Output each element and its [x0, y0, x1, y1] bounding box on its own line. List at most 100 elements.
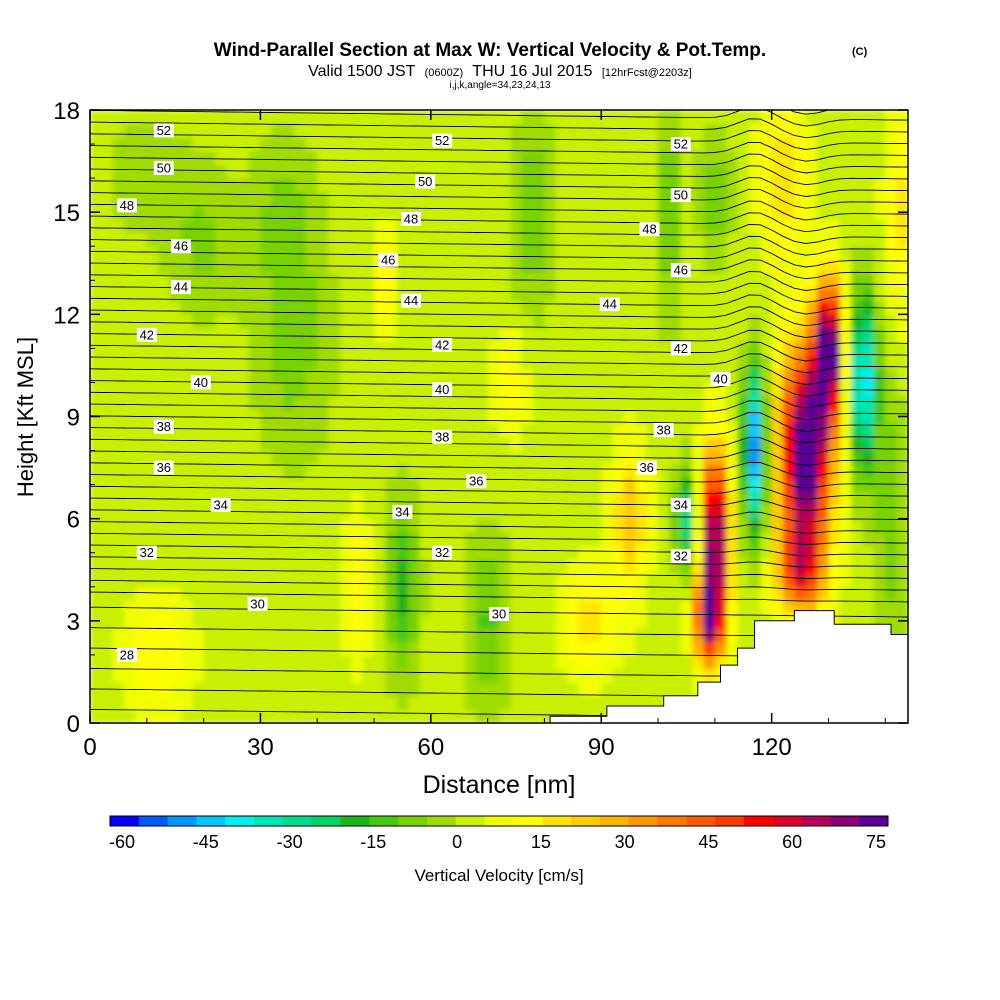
velocity-cell [555, 600, 568, 615]
velocity-cell [896, 328, 908, 343]
velocity-cell [442, 110, 455, 125]
velocity-cell [612, 382, 625, 397]
velocity-cell [419, 355, 432, 370]
velocity-cell [794, 532, 807, 547]
velocity-cell [226, 191, 239, 206]
velocity-cell [680, 314, 693, 329]
velocity-cell [226, 614, 239, 629]
velocity-cell [555, 586, 568, 601]
velocity-cell [237, 232, 250, 247]
velocity-cell [317, 668, 330, 683]
velocity-cell [419, 300, 432, 315]
velocity-cell [635, 273, 648, 288]
velocity-cell [544, 205, 557, 220]
velocity-cell [760, 450, 773, 465]
velocity-cell [328, 464, 341, 479]
colorbar-swatch [110, 816, 140, 826]
velocity-cell [646, 164, 659, 179]
velocity-cell [487, 682, 500, 697]
velocity-cell [555, 287, 568, 302]
velocity-cell [828, 205, 841, 220]
velocity-cell [862, 219, 875, 234]
theta-label-box [489, 607, 509, 621]
velocity-cell [146, 178, 159, 193]
velocity-cell [464, 450, 477, 465]
velocity-cell [817, 287, 830, 302]
velocity-cell [805, 355, 818, 370]
velocity-cell [158, 287, 171, 302]
velocity-cell [362, 273, 375, 288]
velocity-cell [260, 137, 273, 152]
velocity-cell [305, 396, 318, 411]
velocity-cell [237, 164, 250, 179]
velocity-cell [328, 695, 341, 710]
velocity-cell [555, 246, 568, 261]
velocity-cell [510, 518, 523, 533]
velocity-cell [783, 423, 795, 438]
velocity-cell [158, 477, 171, 492]
velocity-cell [271, 573, 284, 588]
velocity-cell [692, 123, 705, 138]
velocity-cell [839, 545, 852, 561]
velocity-cell [260, 423, 273, 438]
velocity-cell [249, 368, 262, 383]
velocity-cell [203, 654, 216, 670]
velocity-cell [249, 709, 262, 723]
velocity-cell [817, 246, 830, 261]
chart-subtitle: Valid 1500 JST (0600Z) THU 16 Jul 2015 [… [308, 63, 692, 80]
velocity-cell [260, 709, 273, 723]
velocity-cell [612, 341, 625, 356]
velocity-cell [862, 137, 875, 152]
velocity-cell [237, 314, 250, 329]
velocity-cell [487, 137, 500, 152]
velocity-cell [419, 368, 432, 383]
velocity-cell [124, 668, 137, 683]
velocity-cell [533, 164, 546, 179]
velocity-cell [317, 355, 330, 370]
velocity-cell [624, 219, 636, 234]
velocity-cell [158, 668, 171, 683]
velocity-cell [305, 382, 318, 397]
velocity-cell [180, 532, 193, 547]
velocity-cell [885, 314, 898, 329]
velocity-cell [305, 436, 318, 452]
velocity-cell [521, 423, 534, 438]
velocity-cell [862, 573, 875, 588]
velocity-cell [271, 300, 284, 315]
velocity-cell [385, 314, 398, 329]
velocity-cell [408, 341, 421, 356]
velocity-cell [374, 382, 386, 397]
velocity-cell [476, 300, 489, 315]
velocity-cell [612, 668, 625, 683]
velocity-cell [362, 123, 375, 138]
velocity-cell [226, 164, 239, 179]
velocity-cell [408, 682, 421, 697]
theta-contour-line [90, 376, 908, 397]
velocity-cell [783, 532, 795, 547]
velocity-cell [362, 110, 375, 125]
velocity-cell [624, 259, 636, 274]
theta-label: 46 [381, 252, 395, 267]
theta-label-box [670, 188, 691, 203]
theta-label-box [670, 341, 691, 356]
velocity-cell [544, 450, 557, 465]
velocity-cell [748, 205, 761, 220]
velocity-cell [805, 178, 818, 193]
velocity-cell [124, 368, 137, 383]
velocity-cell [294, 682, 307, 697]
velocity-cell [419, 232, 432, 247]
velocity-cell [271, 205, 284, 220]
velocity-cell [487, 178, 500, 193]
velocity-cell [703, 341, 716, 356]
velocity-cell [271, 518, 284, 533]
velocity-cell [635, 600, 648, 615]
velocity-cell [203, 518, 216, 533]
velocity-cell [748, 314, 761, 329]
velocity-cell [192, 355, 205, 370]
velocity-cell [169, 328, 182, 343]
velocity-cell [646, 273, 659, 288]
velocity-cell [487, 409, 500, 424]
velocity-cell [692, 505, 705, 520]
velocity-cell [203, 273, 216, 288]
